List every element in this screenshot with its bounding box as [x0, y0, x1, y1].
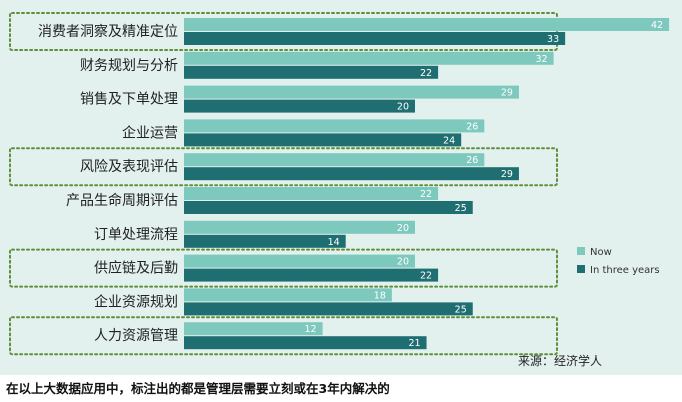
category-group: 企业运营 26 24	[122, 119, 485, 147]
bar-now	[184, 119, 485, 133]
highlight-box	[9, 248, 558, 288]
category-group: 风险及表现评估 26 29	[9, 147, 558, 187]
data-label: 25	[455, 203, 467, 214]
bar-now	[184, 322, 323, 336]
category-label: 人力资源管理	[94, 328, 178, 344]
data-label: 20	[397, 102, 409, 113]
data-label: 25	[455, 304, 467, 315]
data-label: 29	[501, 88, 513, 99]
bar-in-three-years	[184, 32, 566, 45]
category-group: 财务规划与分析 32 22	[80, 51, 554, 79]
category-label: 销售及下单处理	[80, 92, 178, 108]
bar-in-three-years	[184, 65, 439, 79]
category-group: 订单处理流程 20 14	[94, 220, 415, 248]
legend-label: In three years	[590, 265, 660, 276]
bar-now	[184, 18, 670, 31]
category-label: 财务规划与分析	[80, 58, 178, 74]
legend-label: Now	[590, 247, 612, 258]
bar-in-three-years	[184, 268, 439, 282]
category-group: 企业资源规划 18 25	[94, 288, 473, 316]
bar-chart: 消费者洞察及精准定位 42 33 财务规划与分析 32 22 销售及下单处理 29 20 企业运营…	[9, 12, 670, 368]
data-label: 26	[466, 121, 478, 132]
data-label: 42	[651, 20, 663, 31]
data-label: 32	[536, 54, 548, 65]
data-label: 18	[374, 290, 386, 301]
category-group: 供应链及后勤 20 22	[9, 248, 558, 288]
data-label: 14	[328, 237, 340, 248]
bar-now	[184, 254, 415, 268]
data-label: 12	[305, 324, 317, 335]
highlight-box	[9, 147, 558, 187]
legend-swatch	[577, 265, 585, 273]
data-label: 21	[408, 338, 420, 349]
category-label: 供应链及后勤	[94, 260, 178, 277]
category-group: 人力资源管理 12 21	[9, 316, 558, 356]
bar-in-three-years	[184, 99, 415, 113]
bar-in-three-years	[184, 167, 519, 181]
highlight-box	[9, 316, 558, 356]
bar-in-three-years	[184, 302, 473, 316]
bar-now	[184, 153, 485, 167]
bar-in-three-years	[184, 201, 473, 214]
bar-now	[184, 288, 392, 302]
category-label: 订单处理流程	[94, 227, 178, 243]
bar-in-three-years	[184, 234, 346, 248]
figure-caption: 在以上大数据应用中，标注出的都是管理层需要立刻或在3年内解决的	[6, 381, 390, 396]
category-group: 消费者洞察及精准定位 42 33	[9, 12, 670, 51]
category-label: 企业运营	[122, 124, 178, 141]
data-label: 22	[420, 189, 432, 200]
category-label: 产品生命周期评估	[66, 192, 178, 209]
legend-swatch	[577, 247, 585, 255]
category-group: 销售及下单处理 29 20	[80, 85, 519, 113]
data-label: 29	[501, 169, 513, 180]
bar-in-three-years	[184, 336, 427, 350]
bar-now	[184, 51, 554, 65]
bar-now	[184, 85, 519, 99]
bar-now	[184, 187, 439, 200]
category-label: 消费者洞察及精准定位	[38, 23, 178, 40]
category-label: 企业资源规划	[94, 293, 178, 310]
data-label: 20	[397, 223, 409, 234]
source-note: 来源：经济学人	[518, 353, 602, 368]
data-label: 22	[420, 68, 432, 79]
data-label: 24	[443, 135, 455, 146]
bar-now	[184, 220, 415, 234]
category-group: 产品生命周期评估 22 25	[66, 187, 473, 214]
data-label: 20	[397, 257, 409, 268]
category-label: 风险及表现评估	[80, 159, 178, 175]
data-label: 26	[466, 155, 478, 166]
bar-in-three-years	[184, 133, 462, 147]
highlight-box	[9, 12, 558, 51]
data-label: 22	[420, 271, 432, 282]
data-label: 33	[547, 34, 559, 45]
